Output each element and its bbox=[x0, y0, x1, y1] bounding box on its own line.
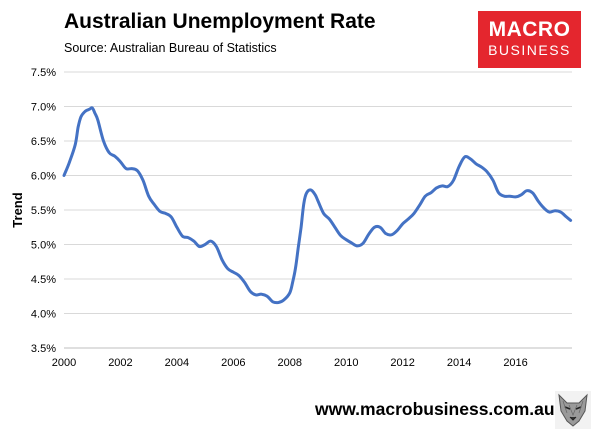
chart-subtitle: Source: Australian Bureau of Statistics bbox=[64, 41, 277, 55]
x-tick-label: 2002 bbox=[108, 357, 132, 369]
x-tick-label: 2012 bbox=[390, 357, 414, 369]
x-tick-label: 2004 bbox=[165, 357, 189, 369]
y-tick-labels: 3.5% 4.0% 4.5% 5.0% 5.5% 6.0% 6.5% 7.0% 7.5% bbox=[31, 67, 56, 355]
x-tick-label: 2014 bbox=[447, 357, 471, 369]
y-tick-label: 6.0% bbox=[31, 171, 56, 183]
y-tick-label: 7.0% bbox=[31, 102, 56, 114]
logo-line-1: MACRO bbox=[488, 18, 571, 41]
y-tick-label: 5.5% bbox=[31, 205, 56, 217]
website-url: www.macrobusiness.com.au bbox=[315, 399, 555, 419]
y-tick-label: 4.5% bbox=[31, 274, 56, 286]
y-tick-label: 5.0% bbox=[31, 240, 56, 252]
y-tick-label: 7.5% bbox=[31, 67, 56, 79]
logo-line-2: BUSINESS bbox=[488, 42, 571, 58]
x-tick-label: 2006 bbox=[221, 357, 245, 369]
x-tick-label: 2000 bbox=[52, 357, 76, 369]
y-tick-label: 3.5% bbox=[31, 343, 56, 355]
wolf-head-icon bbox=[555, 391, 591, 429]
gridlines bbox=[64, 71, 572, 314]
y-tick-label: 4.0% bbox=[31, 309, 56, 321]
x-tick-label: 2010 bbox=[334, 357, 358, 369]
x-tick-label: 2008 bbox=[278, 357, 302, 369]
y-tick-label: 6.5% bbox=[31, 136, 56, 148]
series-line-unemployment bbox=[62, 106, 573, 305]
chart-title: Australian Unemployment Rate bbox=[64, 10, 376, 33]
x-tick-label: 2016 bbox=[503, 357, 527, 369]
y-axis-label: Trend bbox=[10, 192, 25, 227]
x-tick-labels: 2000 2002 2004 2006 2008 2010 2012 2014 2016 bbox=[52, 357, 528, 369]
macrobusiness-logo: MACRO BUSINESS bbox=[478, 11, 581, 68]
